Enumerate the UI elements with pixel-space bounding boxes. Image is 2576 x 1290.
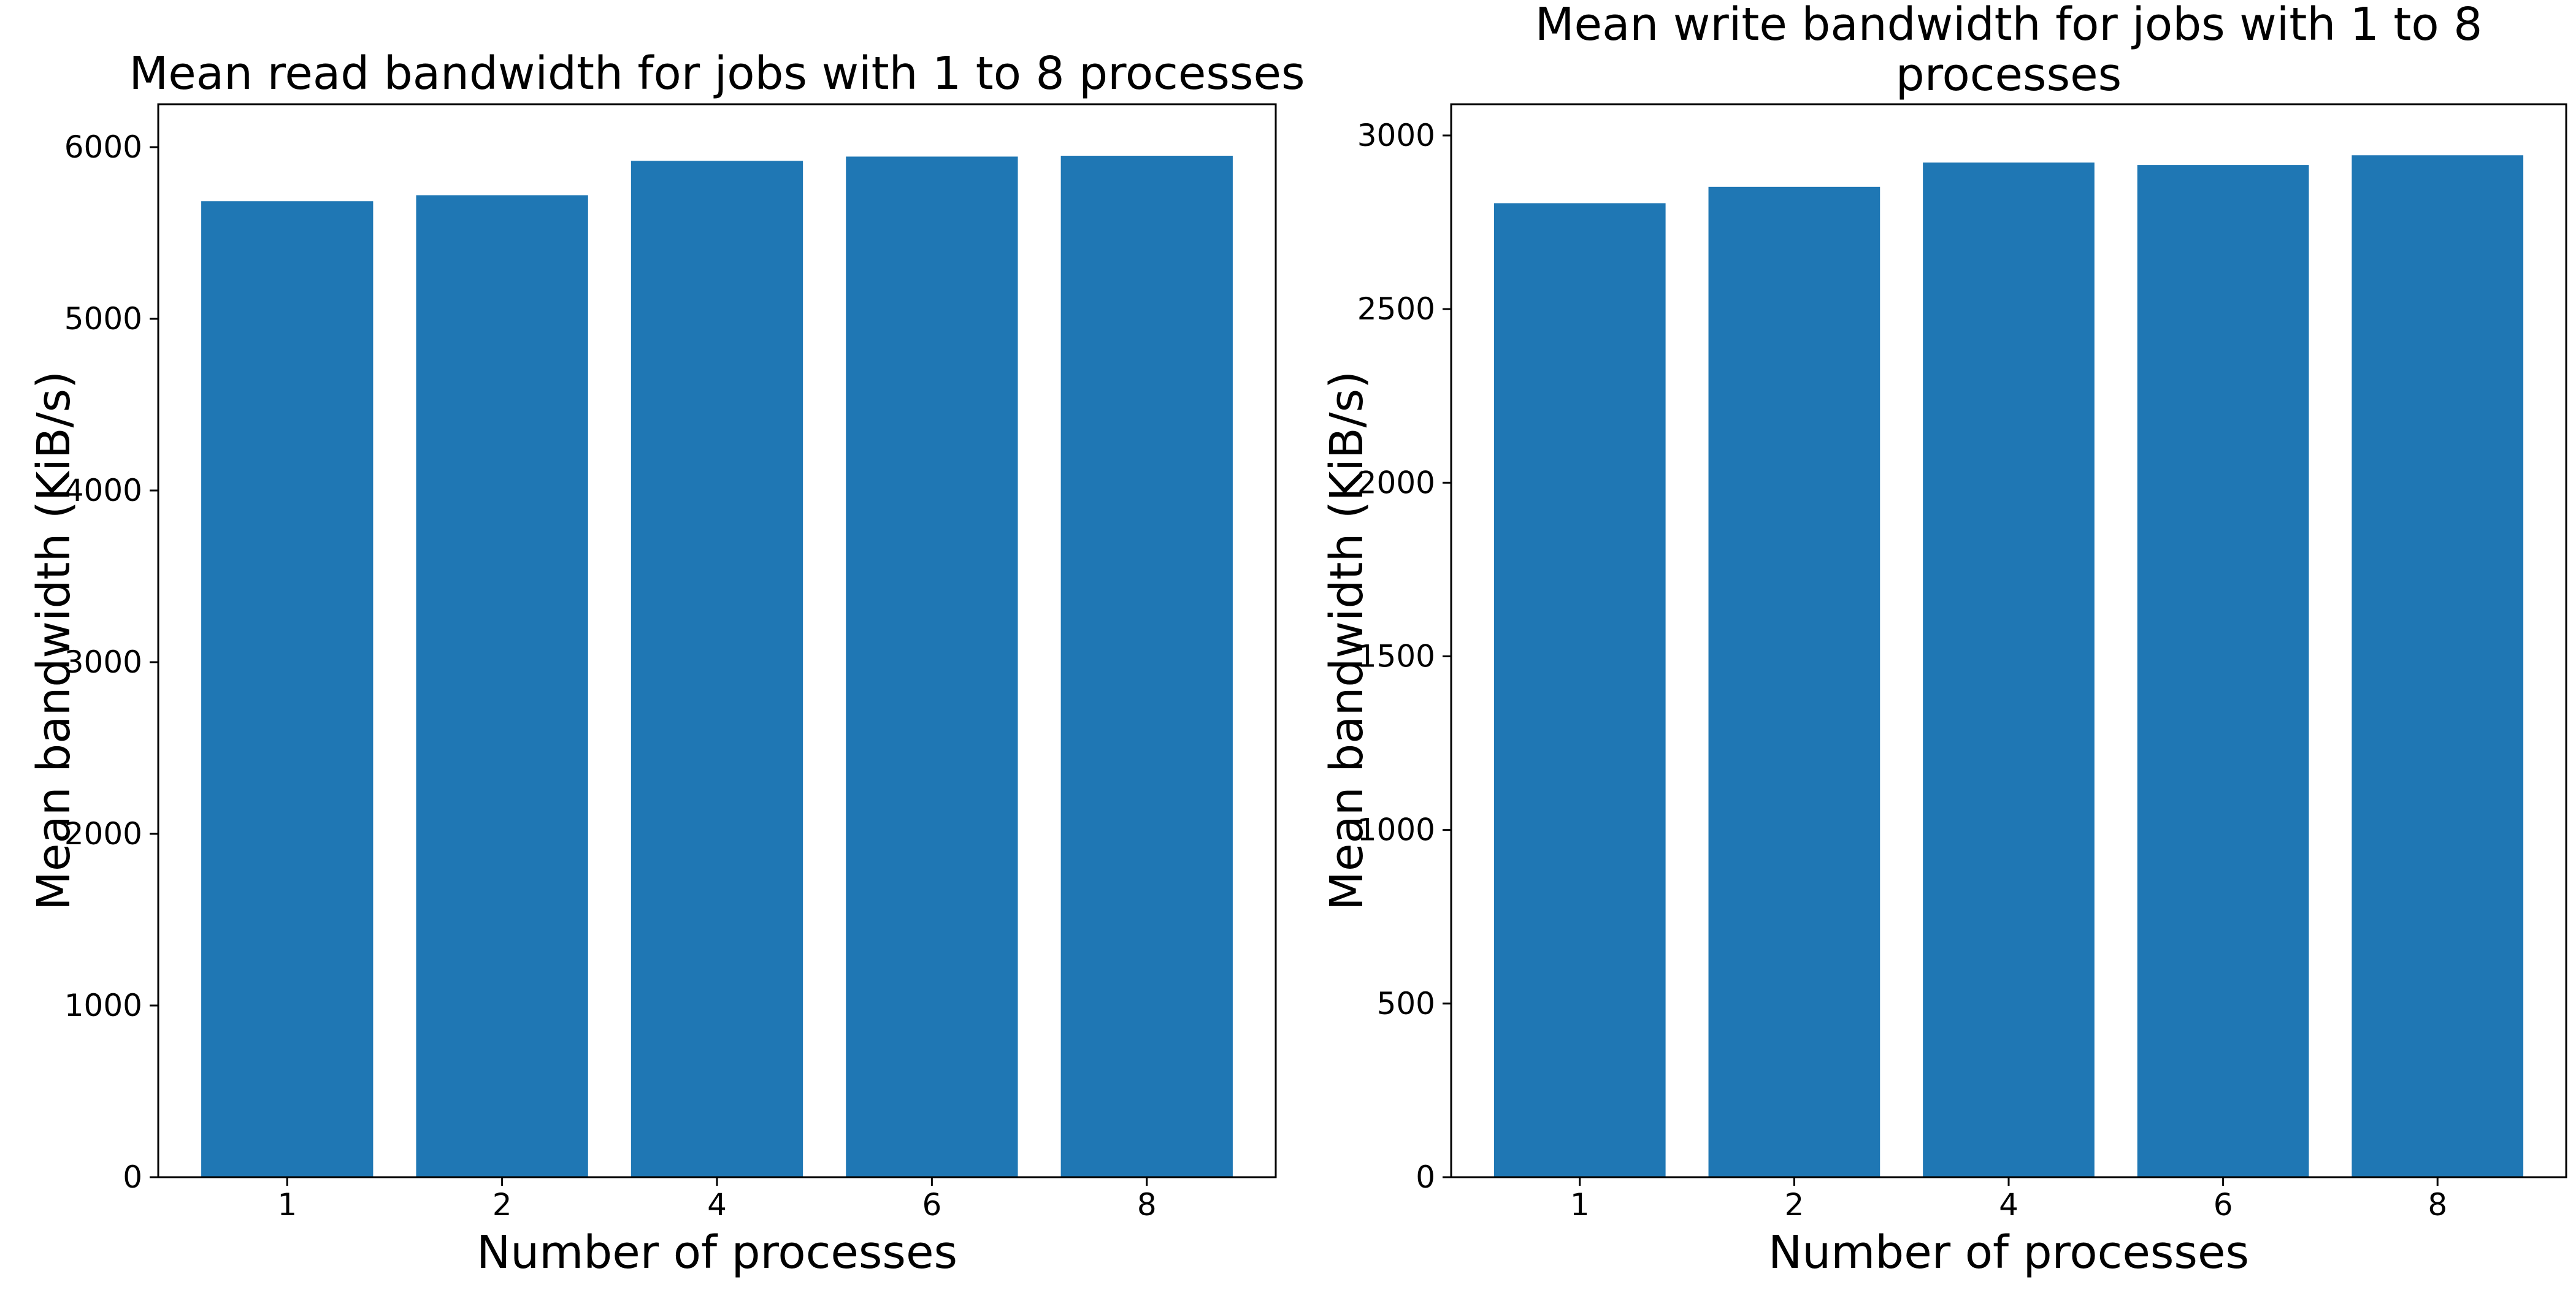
read-y-axis-label: Mean bandwidth (KiB/s) xyxy=(28,371,80,910)
read-xtick-label: 2 xyxy=(493,1187,512,1223)
write-ytick-label: 500 xyxy=(1377,986,1435,1021)
read-ytick-label: 2000 xyxy=(64,816,142,852)
write-y-axis-label: Mean bandwidth (KiB/s) xyxy=(1321,371,1373,910)
write-ytick-label: 3000 xyxy=(1357,118,1435,153)
write-ytick-label: 2000 xyxy=(1357,465,1435,500)
write-chart-title: Mean write bandwidth for jobs with 1 to … xyxy=(1535,0,2483,51)
read-bar-6 xyxy=(846,156,1018,1177)
read-x-axis-label: Number of processes xyxy=(477,1226,957,1279)
read-ytick-label: 3000 xyxy=(64,644,142,680)
write-bar-4 xyxy=(1923,162,2095,1177)
read-xtick-label: 6 xyxy=(922,1187,941,1223)
write-bandwidth-chart: 0 500 1000 1500 2000 2500 3000 1 2 4 6 8 Mean write … xyxy=(1321,0,2567,1279)
write-xtick-label: 1 xyxy=(1570,1187,1590,1223)
write-ytick-label: 2500 xyxy=(1357,291,1435,327)
write-bar-2 xyxy=(1708,186,1880,1177)
read-ytick-label: 5000 xyxy=(64,301,142,337)
read-chart-title: Mean read bandwidth for jobs with 1 to 8… xyxy=(129,47,1305,100)
write-xtick-label: 6 xyxy=(2214,1187,2233,1223)
read-ytick-label: 4000 xyxy=(64,473,142,508)
read-bar-8 xyxy=(1060,156,1233,1177)
write-bar-1 xyxy=(1493,203,1666,1178)
read-bandwidth-chart: 0 1000 2000 3000 4000 5000 6000 1 2 4 6 8 Mean read … xyxy=(28,47,1305,1279)
read-bar-4 xyxy=(631,161,803,1177)
write-x-axis-label: Number of processes xyxy=(1768,1226,2249,1279)
write-bar-8 xyxy=(2352,155,2524,1177)
read-xtick-label: 1 xyxy=(277,1187,297,1223)
read-ytick-label: 0 xyxy=(123,1159,142,1195)
read-xtick-label: 4 xyxy=(707,1187,727,1223)
read-ytick-label: 1000 xyxy=(64,988,142,1023)
write-ytick-label: 1500 xyxy=(1357,638,1435,674)
read-bar-2 xyxy=(416,195,588,1177)
write-bar-6 xyxy=(2137,165,2309,1177)
write-xtick-label: 2 xyxy=(1784,1187,1804,1223)
read-bar-1 xyxy=(201,201,374,1178)
write-chart-title: processes xyxy=(1896,48,2122,101)
write-ytick-label: 1000 xyxy=(1357,812,1435,848)
read-xtick-label: 8 xyxy=(1137,1187,1157,1223)
write-xtick-label: 4 xyxy=(1999,1187,2018,1223)
write-xtick-label: 8 xyxy=(2428,1187,2447,1223)
read-ytick-label: 6000 xyxy=(64,129,142,165)
write-ytick-label: 0 xyxy=(1416,1159,1435,1195)
